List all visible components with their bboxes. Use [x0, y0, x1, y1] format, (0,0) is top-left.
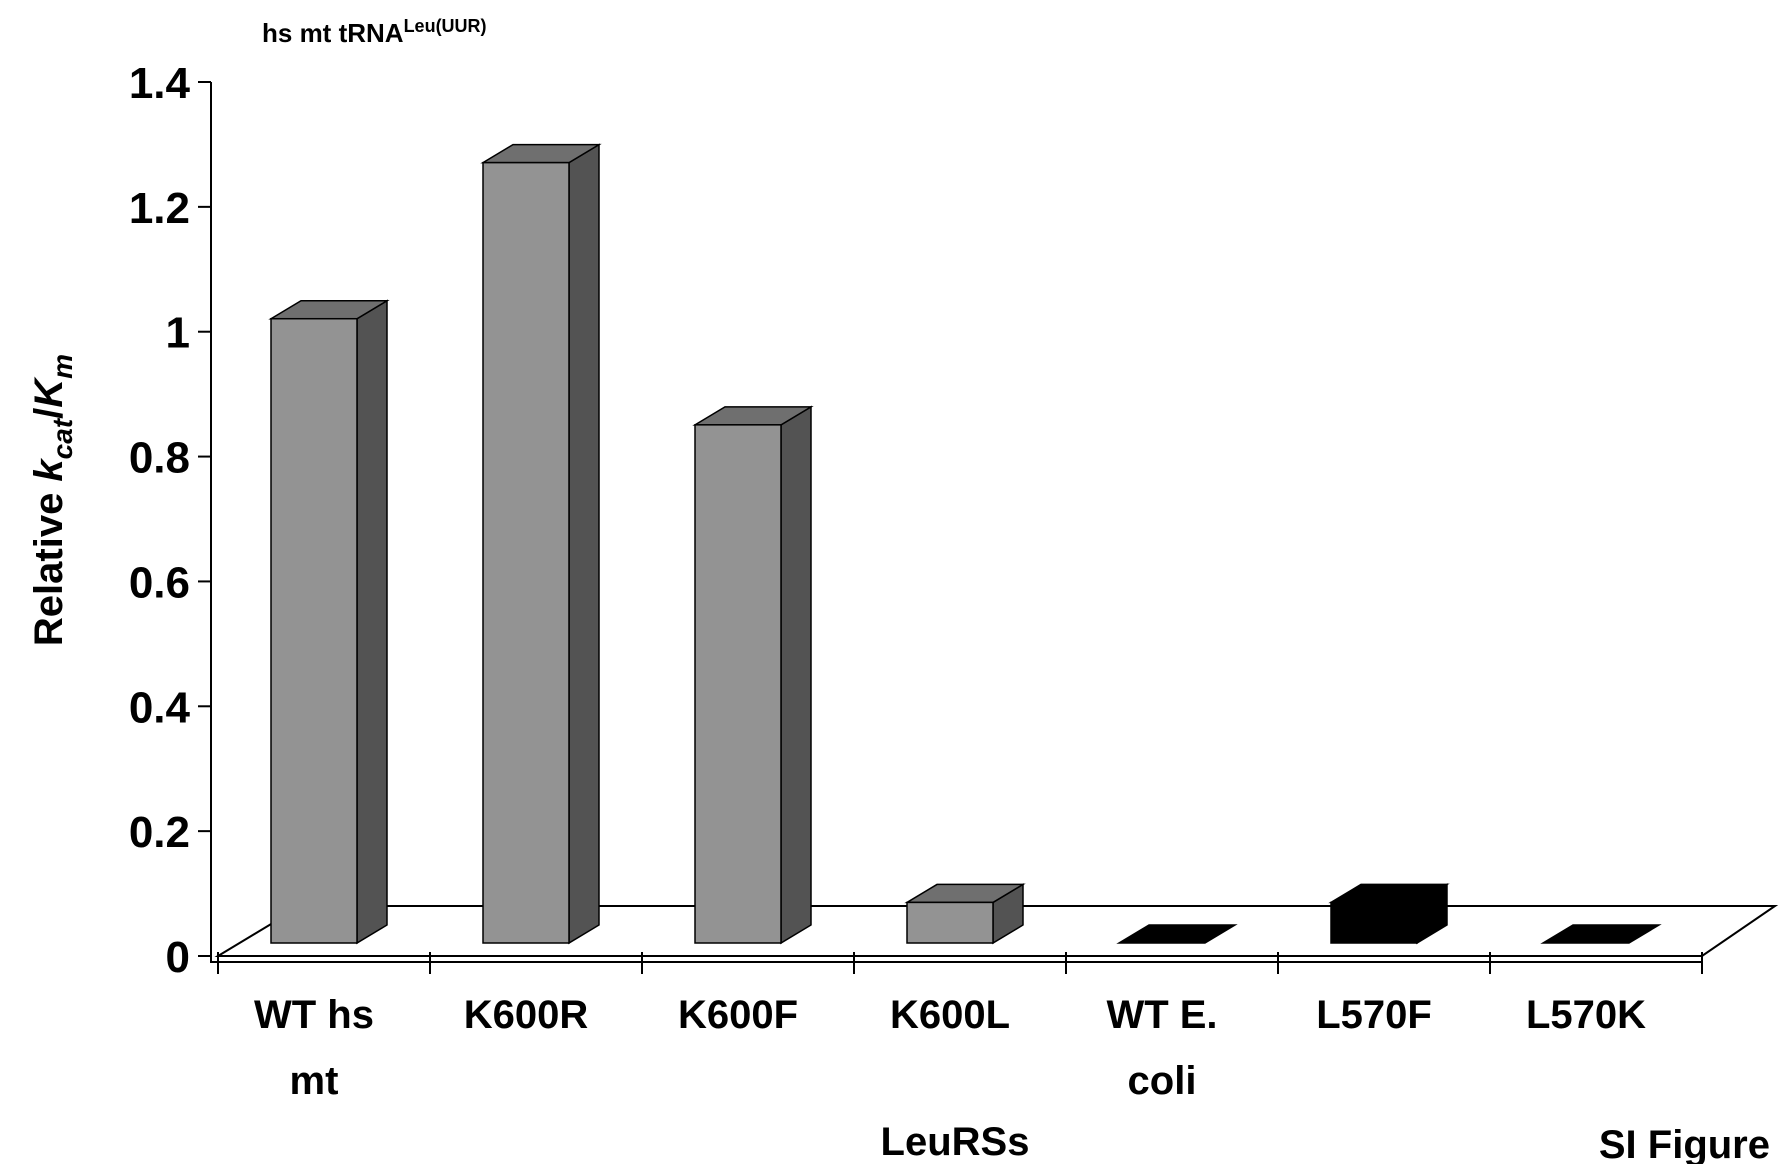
- x-tick-label: K600L: [890, 993, 1010, 1037]
- x-tick-label: mt: [290, 1059, 339, 1103]
- chart-title-main: hs mt tRNA: [262, 18, 404, 48]
- y-axis-label-k: k: [27, 458, 71, 482]
- bar-flat: [1540, 924, 1662, 944]
- y-tick-label: 1: [166, 309, 190, 358]
- x-tick-label: K600F: [678, 993, 798, 1037]
- y-axis-label-K: K: [27, 376, 71, 408]
- y-tick-label: 1.4: [129, 59, 191, 108]
- x-tick-label: L570K: [1526, 993, 1646, 1037]
- y-tick-label: 0.2: [129, 808, 190, 857]
- bar-front: [482, 161, 570, 944]
- bar: [692, 405, 814, 945]
- y-tick-label: 0.8: [129, 434, 190, 483]
- chart-title-superscript: Leu(UUR): [404, 16, 487, 36]
- y-tick-label: 0.4: [129, 683, 191, 732]
- y-axis-label: Relative kcat/Km: [27, 354, 78, 646]
- bar-front: [1330, 901, 1418, 944]
- footnote: SI Figure: [1599, 1123, 1770, 1164]
- bar-front: [270, 317, 358, 944]
- bar-side: [780, 405, 812, 945]
- y-tick-label: 1.2: [129, 184, 190, 233]
- bar-side: [568, 143, 600, 945]
- y-tick-label: 0.6: [129, 558, 190, 607]
- bar: [268, 299, 390, 945]
- bar-side: [356, 299, 388, 945]
- x-tick-label: WT hs: [254, 993, 374, 1037]
- y-tick-label: 0: [166, 933, 190, 982]
- x-tick-label: coli: [1128, 1059, 1197, 1103]
- x-tick-label: L570F: [1316, 993, 1432, 1037]
- bar-front: [694, 424, 782, 944]
- y-axis-label-k-sub: cat: [47, 417, 78, 459]
- y-axis-label-slash: /: [27, 408, 71, 419]
- x-tick-label: K600R: [464, 993, 589, 1037]
- x-axis-label: LeuRSs: [881, 1120, 1030, 1164]
- bar: [1540, 924, 1662, 944]
- bar: [1328, 883, 1450, 945]
- bar-flat: [1116, 924, 1238, 944]
- bar-front: [906, 901, 994, 944]
- x-tick-label: WT E.: [1106, 993, 1217, 1037]
- y-axis-label-prefix: Relative: [27, 482, 71, 647]
- bar: [1116, 924, 1238, 944]
- chart-title: hs mt tRNALeu(UUR): [262, 16, 487, 48]
- bar: [904, 883, 1026, 945]
- bar: [480, 143, 602, 945]
- y-axis-label-K-sub: m: [47, 354, 78, 379]
